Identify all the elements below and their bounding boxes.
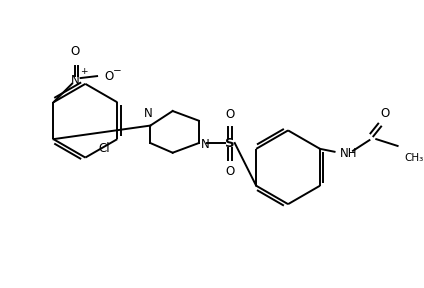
Text: Cl: Cl: [98, 142, 109, 155]
Text: −: −: [113, 66, 121, 76]
Text: N: N: [201, 137, 209, 151]
Text: N: N: [70, 75, 79, 88]
Text: +: +: [80, 67, 87, 76]
Text: O: O: [70, 45, 79, 58]
Text: N: N: [144, 107, 153, 120]
Text: NH: NH: [339, 147, 357, 160]
Text: CH₃: CH₃: [404, 153, 424, 163]
Text: S: S: [225, 137, 235, 149]
Text: O: O: [380, 107, 390, 120]
Text: O: O: [225, 165, 234, 178]
Text: O: O: [225, 108, 234, 121]
Text: O: O: [104, 70, 113, 83]
